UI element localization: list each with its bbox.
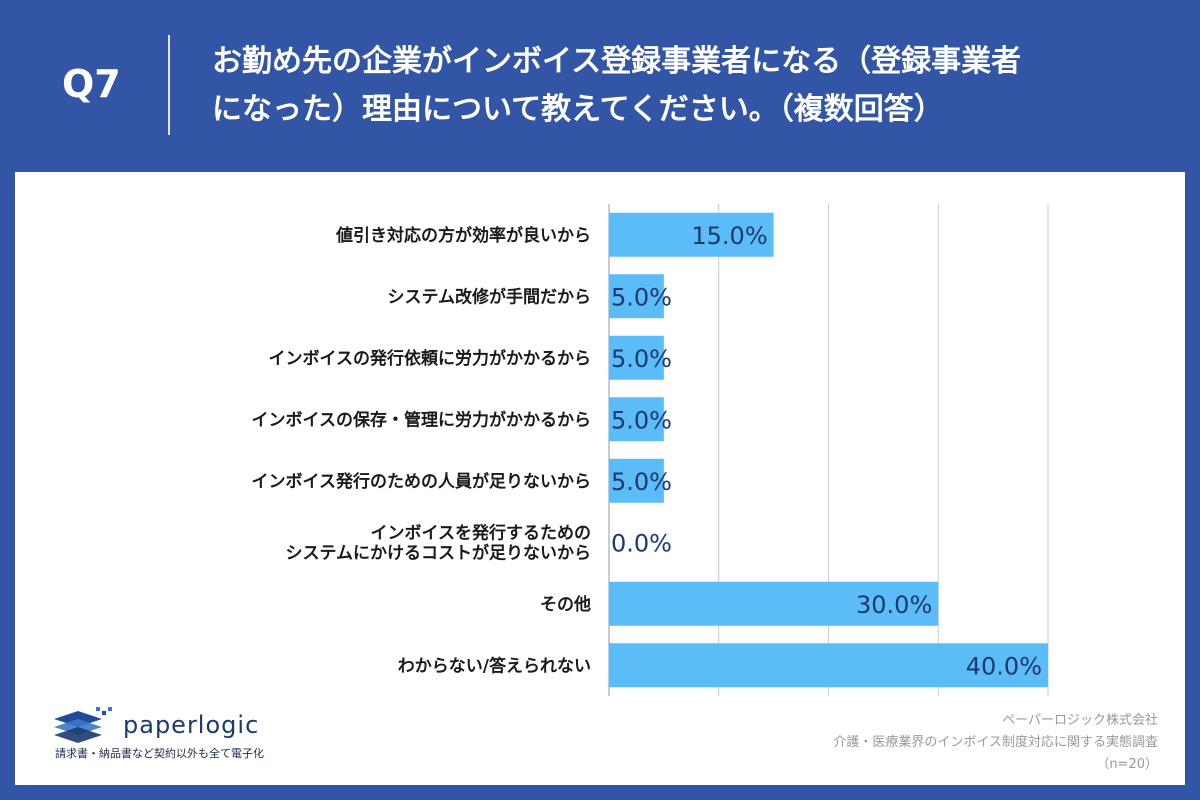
source-company: ペーパーロジック株式会社 <box>1002 713 1158 728</box>
value-label: 5.0% <box>611 345 672 373</box>
bar <box>609 458 664 503</box>
value-label: 0.0% <box>611 529 672 557</box>
value-label: 5.0% <box>611 283 672 311</box>
bar <box>609 212 774 257</box>
logo-mark-icon <box>54 707 112 743</box>
source-survey: 介護・医療業界のインボイス制度対応に関する実態調査 <box>833 735 1158 750</box>
question-title: お勤め先の企業がインボイス登録事業者になる（登録事業者 になった）理由について教… <box>212 44 1022 127</box>
bar <box>609 643 1048 688</box>
bar-chart: 値引き対応の方が効率が良いから 15.0% システム改修が手間だから 5.0% インボイ… <box>252 204 1049 696</box>
header-divider <box>168 35 170 135</box>
value-label: 15.0% <box>691 222 767 250</box>
value-label: 40.0% <box>966 652 1042 680</box>
bar <box>609 335 664 380</box>
value-label: 5.0% <box>611 406 672 434</box>
question-number: Q7 <box>62 62 121 106</box>
category-label: インボイスの発行依頼に労力がかかるから <box>269 348 592 369</box>
paperlogic-logo: paperlogic 請求書・納品書など契約以外も全て電子化 <box>50 705 290 765</box>
source-note: ペーパーロジック株式会社 介護・医療業界のインボイス制度対応に関する実態調査 （… <box>833 710 1158 776</box>
bar <box>609 274 664 319</box>
value-label: 5.0% <box>611 468 672 496</box>
category-label: システム改修が手間だから <box>388 286 592 307</box>
category-label: インボイスを発行するためのシステムにかけるコストが足りないから <box>286 522 592 563</box>
value-label: 30.0% <box>856 591 932 619</box>
bar <box>609 581 939 626</box>
category-label: その他 <box>540 594 591 615</box>
category-label: インボイスの保存・管理に労力がかかるから <box>252 409 592 430</box>
header-band: Q7 お勤め先の企業がインボイス登録事業者になる（登録事業者 になった）理由につ… <box>0 0 1200 170</box>
category-label: わからない/答えられない <box>398 655 591 676</box>
logo-tagline: 請求書・納品書など契約以外も全て電子化 <box>55 747 264 760</box>
category-label: 値引き対応の方が効率が良いから <box>335 225 591 246</box>
chart-panel: 値引き対応の方が効率が良いから 15.0% システム改修が手間だから 5.0% インボイ… <box>15 172 1185 785</box>
logo-name: paperlogic <box>123 711 260 739</box>
source-sample: （n=20） <box>1096 757 1158 772</box>
bar <box>609 397 664 442</box>
category-label: インボイス発行のための人員が足りないから <box>252 471 592 492</box>
